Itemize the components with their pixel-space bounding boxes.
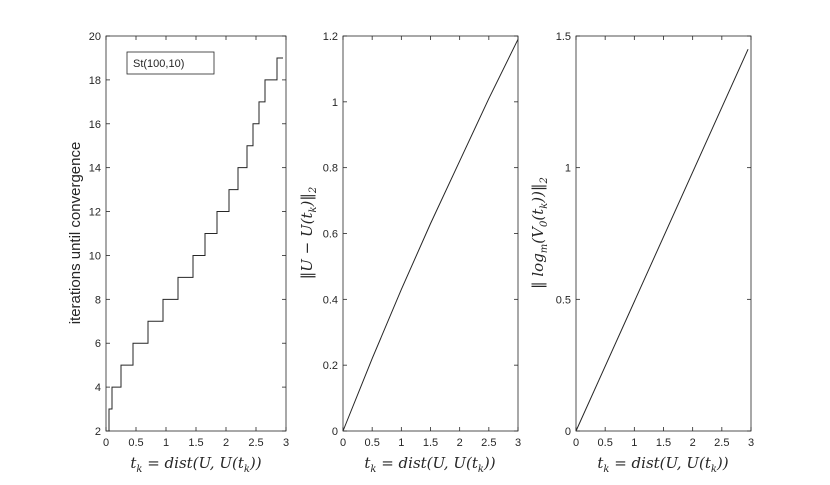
panel-log-norm: 0 0.5 1 1.5 2 2.5 3 00.511.5 ‖ logm(V0(tk))‖2 … (529, 31, 754, 475)
series-line (106, 57, 283, 432)
x-axis-label: tk = dist(U, U(tk)) (364, 454, 495, 475)
y-tick-label: 2 (95, 426, 101, 438)
x-tick-label: 0.5 (598, 437, 613, 449)
y-tick-label: 0.5 (556, 294, 571, 306)
y-axis-label: ‖ logm(V0(tk))‖2 (529, 177, 550, 289)
x-tick-label: 1.5 (188, 437, 203, 449)
y-tick-label: 1.2 (323, 31, 338, 43)
x-axis-label: tk = dist(U, U(tk)) (130, 454, 261, 475)
y-tick-label: 0.4 (323, 294, 338, 306)
x-ticks: 0 0.5 1 1.5 2 2.5 3 (573, 36, 754, 449)
y-ticks: 2 4 6 8 10 12 14 16 18 20 (89, 31, 286, 438)
y-tick-label: 8 (95, 294, 101, 306)
y-tick-label: 0.2 (323, 360, 338, 372)
series-line (575, 48, 749, 432)
y-axis-label: ‖U − U(tk)‖2 (298, 187, 319, 280)
x-tick-label: 1 (631, 437, 637, 449)
x-tick-label: 2.5 (248, 437, 263, 449)
y-tick-label: 12 (89, 207, 101, 219)
x-ticks: 0 0.5 1 1.5 2 2.5 3 (340, 36, 521, 449)
y-tick-label: 16 (89, 119, 101, 131)
x-tick-label: 0 (573, 437, 579, 449)
x-ticks: 0 0.5 1 1.5 2 2.5 3 (103, 36, 289, 449)
series-layer (575, 48, 749, 432)
x-tick-label: 1 (163, 437, 169, 449)
panel-norm-difference: 0 0.5 1 1.5 2 2.5 3 0 0.2 0.4 0.6 0.8 1 1.2 ‖U − U(t… (298, 31, 521, 475)
x-tick-label: 3 (748, 437, 754, 449)
panel-iterations: 0 0.5 1 1.5 2 2.5 3 2 4 6 8 10 12 14 16 18 20 iteration… (67, 31, 289, 475)
x-tick-label: 1.5 (423, 437, 438, 449)
y-tick-label: 0 (332, 426, 338, 438)
y-tick-label: 10 (89, 250, 101, 262)
y-axis-label: iterations until convergence (67, 142, 84, 325)
x-tick-label: 3 (515, 437, 521, 449)
x-tick-label: 0.5 (128, 437, 143, 449)
x-tick-label: 2 (457, 437, 463, 449)
y-tick-label: 4 (95, 382, 101, 394)
y-tick-label: 1 (332, 97, 338, 109)
legend-label: St(100,10) (133, 58, 184, 70)
x-tick-label: 2.5 (714, 437, 729, 449)
y-tick-label: 14 (89, 163, 101, 175)
y-ticks: 0 0.5 1 1.5 (556, 31, 751, 438)
y-tick-label: 1 (565, 163, 571, 175)
x-axis-label: tk = dist(U, U(tk)) (597, 454, 728, 475)
y-ticks: 0 0.2 0.4 0.6 0.8 1 1.2 (323, 31, 518, 438)
x-tick-label: 1 (398, 437, 404, 449)
x-tick-label: 0 (340, 437, 346, 449)
y-tick-label: 6 (95, 338, 101, 350)
plot-frame (105, 35, 287, 432)
x-tick-label: 0.5 (365, 437, 380, 449)
y-tick-label: 0.8 (323, 163, 338, 175)
x-tick-label: 2 (690, 437, 696, 449)
series-layer (342, 39, 519, 432)
y-tick-label: 20 (89, 31, 101, 43)
legend-box (126, 51, 215, 75)
x-tick-label: 3 (283, 437, 289, 449)
y-tick-label: 1.5 (556, 31, 571, 43)
plot-frame (342, 35, 519, 432)
y-tick-label: 18 (89, 75, 101, 87)
x-tick-label: 2 (223, 437, 229, 449)
x-tick-label: 0 (103, 437, 109, 449)
y-tick-label: 0.6 (323, 229, 338, 241)
legend: St(100,10) (126, 51, 215, 75)
series-line (342, 39, 519, 432)
series-layer (106, 57, 283, 432)
y-tick-label: 0 (565, 426, 571, 438)
x-tick-label: 1.5 (656, 437, 671, 449)
x-tick-label: 2.5 (481, 437, 496, 449)
